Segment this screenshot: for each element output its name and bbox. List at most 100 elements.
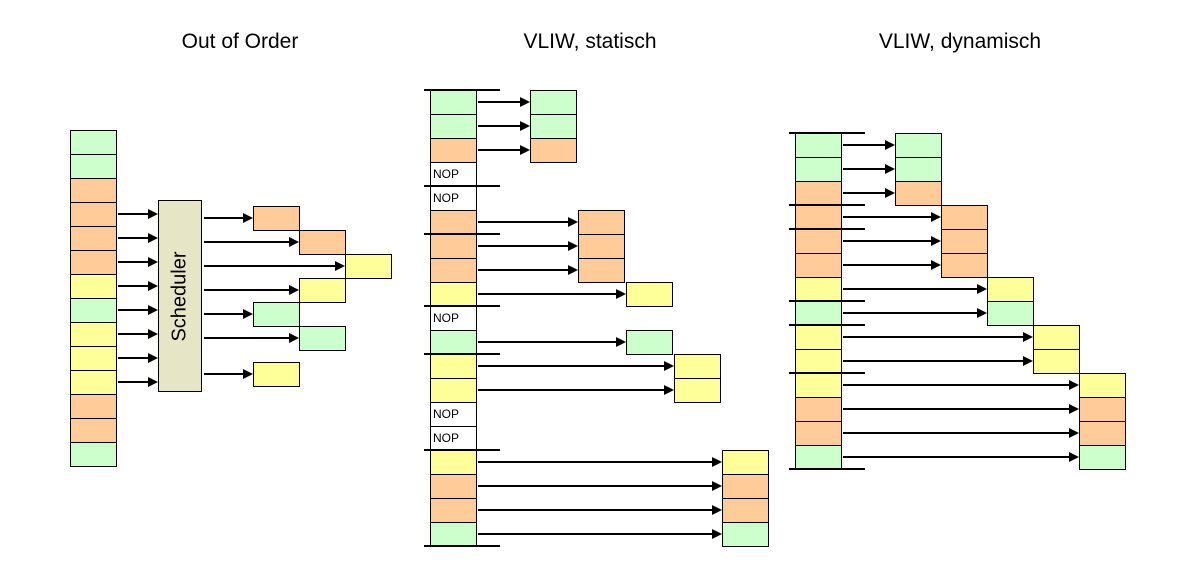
flow-arrow-line <box>118 213 149 215</box>
flow-arrow-line <box>843 168 886 170</box>
flow-arrowhead <box>148 305 158 315</box>
flow-arrow-line <box>843 192 886 194</box>
flow-arrow-line <box>118 237 149 239</box>
flow-arrowhead <box>885 164 895 174</box>
bundle-separator <box>424 233 500 235</box>
flow-arrowhead <box>148 209 158 219</box>
output-cell-green <box>1079 445 1126 470</box>
flow-arrowhead <box>616 289 626 299</box>
instruction-cell-yellow <box>795 325 842 350</box>
flow-arrowhead <box>520 145 530 155</box>
flow-arrow-line <box>478 221 569 223</box>
output-cell-yellow <box>345 254 392 279</box>
bundle-separator <box>424 449 500 451</box>
flow-arrowhead <box>712 529 722 539</box>
output-cell-yellow <box>626 282 673 307</box>
flow-arrow-line <box>478 533 713 535</box>
flow-arrow-line <box>204 289 290 291</box>
flow-arrowhead <box>568 217 578 227</box>
flow-arrow-line <box>118 357 149 359</box>
output-cell-orange <box>530 138 577 163</box>
bundle-separator <box>424 353 500 355</box>
flow-arrowhead <box>712 505 722 515</box>
title-out-of-order: Out of Order <box>181 30 299 53</box>
flow-arrow-line <box>204 241 290 243</box>
flow-arrowhead <box>148 377 158 387</box>
flow-arrow-line <box>478 365 665 367</box>
flow-arrow-line <box>204 313 244 315</box>
flow-arrowhead <box>568 265 578 275</box>
flow-arrow-line <box>478 389 665 391</box>
output-cell-orange <box>578 258 625 283</box>
flow-arrowhead <box>243 309 253 319</box>
output-cell-orange <box>1079 421 1126 446</box>
instruction-cell-green <box>795 445 842 470</box>
flow-arrowhead <box>712 481 722 491</box>
instruction-cell-yellow <box>430 378 477 403</box>
output-cell-orange <box>253 206 300 231</box>
instruction-cell-orange <box>795 229 842 254</box>
flow-arrowhead <box>931 260 941 270</box>
nop-cell: NOP <box>430 426 477 451</box>
flow-arrowhead <box>664 385 674 395</box>
flow-arrow-line <box>843 144 886 146</box>
bundle-separator <box>424 305 500 307</box>
output-cell-yellow <box>987 277 1034 302</box>
flow-arrow-line <box>204 217 244 219</box>
instruction-cell-orange <box>795 397 842 422</box>
flow-arrowhead <box>1069 452 1079 462</box>
flow-arrow-line <box>478 149 521 151</box>
output-cell-green <box>626 330 673 355</box>
flow-arrowhead <box>148 353 158 363</box>
flow-arrowhead <box>664 361 674 371</box>
output-cell-green <box>722 522 769 547</box>
instruction-cell-orange <box>795 421 842 446</box>
flow-arrow-line <box>843 432 1070 434</box>
output-cell-green <box>530 90 577 115</box>
flow-arrow-line <box>118 333 149 335</box>
bundle-separator <box>789 372 865 374</box>
instruction-cell-orange <box>795 205 842 230</box>
flow-arrowhead <box>1023 332 1033 342</box>
instruction-cell-yellow <box>70 346 117 371</box>
instruction-cell-yellow <box>795 277 842 302</box>
output-cell-yellow <box>253 362 300 387</box>
flow-arrow-line <box>118 285 149 287</box>
bundle-separator <box>424 185 500 187</box>
instruction-cell-yellow <box>430 282 477 307</box>
flow-arrow-line <box>478 269 569 271</box>
flow-arrow-line <box>843 408 1070 410</box>
output-cell-yellow <box>1033 349 1080 374</box>
nop-cell: NOP <box>430 306 477 331</box>
output-cell-green <box>987 301 1034 326</box>
flow-arrow-line <box>843 264 932 266</box>
bundle-separator <box>789 300 865 302</box>
flow-arrowhead <box>1069 404 1079 414</box>
instruction-cell-green <box>70 442 117 467</box>
output-cell-orange <box>895 181 942 206</box>
output-cell-green <box>253 302 300 327</box>
output-cell-yellow <box>1079 373 1126 398</box>
flow-arrow-line <box>478 485 713 487</box>
flow-arrowhead <box>148 257 158 267</box>
flow-arrowhead <box>335 261 345 271</box>
output-cell-orange <box>299 230 346 255</box>
flow-arrowhead <box>243 213 253 223</box>
flow-arrow-line <box>204 337 290 339</box>
flow-arrowhead <box>977 308 987 318</box>
flow-arrow-line <box>478 341 617 343</box>
flow-arrowhead <box>1023 356 1033 366</box>
flow-arrowhead <box>148 281 158 291</box>
output-cell-yellow <box>1033 325 1080 350</box>
flow-arrow-line <box>843 336 1024 338</box>
bundle-separator <box>789 324 865 326</box>
flow-arrowhead <box>1069 428 1079 438</box>
output-cell-green <box>895 157 942 182</box>
flow-arrow-line <box>478 125 521 127</box>
flow-arrow-line <box>843 360 1024 362</box>
instruction-cell-green <box>795 301 842 326</box>
flow-arrow-line <box>478 461 713 463</box>
flow-arrowhead <box>977 284 987 294</box>
